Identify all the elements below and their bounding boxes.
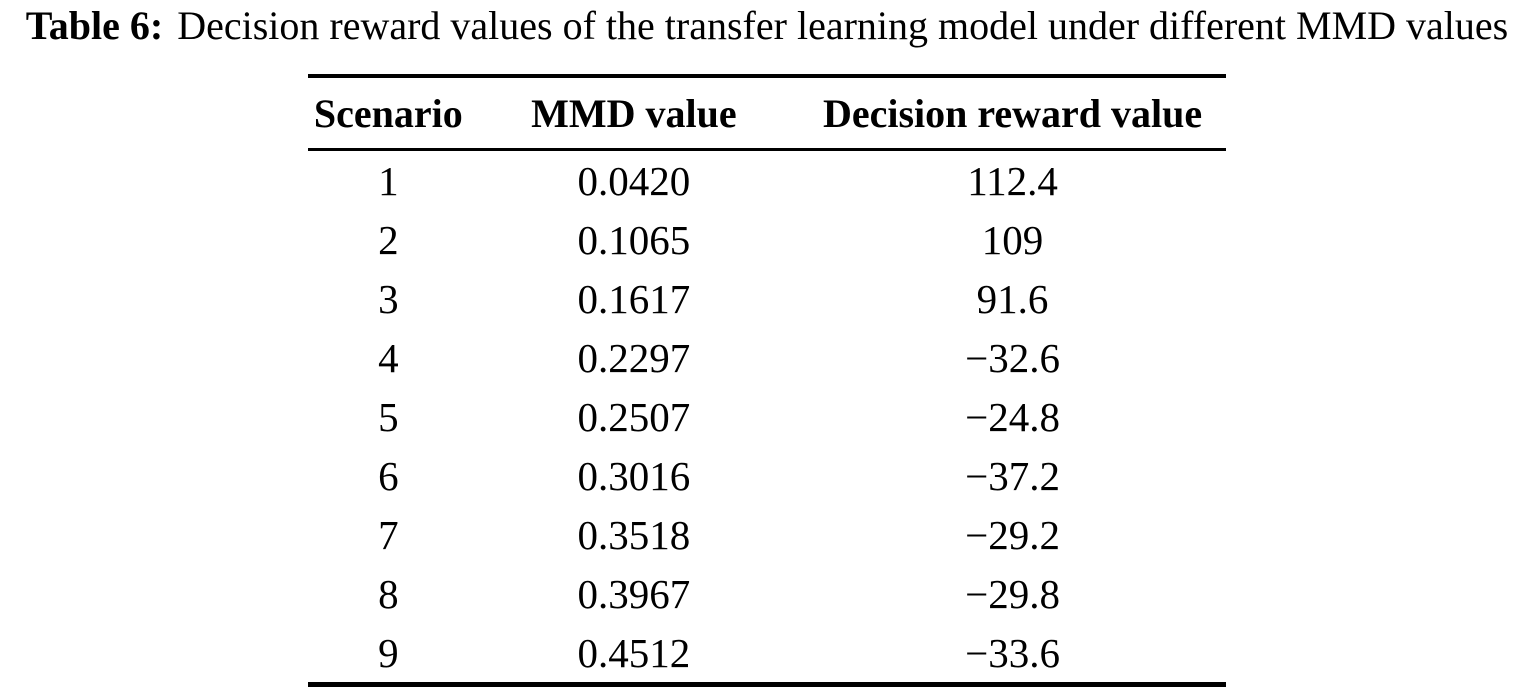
table-cell-mmd-value: 0.3518 — [577, 511, 691, 558]
table-cell-decision-reward-value: 91.6 — [976, 275, 1049, 322]
table-cell-decision-reward-value: −32.6 — [965, 334, 1060, 381]
table-cell-decision-reward-value: −29.2 — [965, 511, 1060, 558]
table-cell-mmd-value: 0.1617 — [577, 275, 691, 322]
table-cell-decision-reward-value: −37.2 — [965, 452, 1060, 499]
table-row: 7 0.3518 −29.2 — [308, 505, 1226, 564]
table-caption: Table 6: Decision reward values of the tr… — [0, 2, 1534, 50]
table-cell-mmd-value: 0.4512 — [577, 629, 691, 676]
table-cell-mmd-value: 0.2297 — [577, 334, 691, 381]
table-cell-mmd-value: 0.2507 — [577, 393, 691, 440]
table-head: Scenario MMD value Decision reward value — [308, 76, 1226, 151]
table-cell-scenario: 3 — [378, 275, 399, 322]
table-cell-scenario: 6 — [378, 452, 399, 499]
table-cell-mmd-value: 0.0420 — [577, 157, 691, 204]
table-cell-scenario: 2 — [378, 216, 399, 263]
table-caption-label: Table 6: — [25, 3, 164, 48]
col-header-mmd-value: MMD value — [468, 76, 800, 151]
table-cell-mmd-value: 0.3016 — [577, 452, 691, 499]
table-row: 4 0.2297 −32.6 — [308, 328, 1226, 387]
table-caption-text: Decision reward values of the transfer l… — [177, 3, 1509, 48]
table-row: 3 0.1617 91.6 — [308, 269, 1226, 328]
table-row: 2 0.1065 109 — [308, 210, 1226, 269]
table-cell-scenario: 9 — [378, 629, 399, 676]
table-cell-mmd-value: 0.3967 — [577, 570, 691, 617]
table-cell-scenario: 8 — [378, 570, 399, 617]
table-cell-scenario: 5 — [378, 393, 399, 440]
header-row: Scenario MMD value Decision reward value — [308, 76, 1226, 151]
table-row: 8 0.3967 −29.8 — [308, 564, 1226, 623]
table-cell-scenario: 4 — [378, 334, 399, 381]
table-row: 9 0.4512 −33.6 — [308, 623, 1226, 685]
table-row: 6 0.3016 −37.2 — [308, 446, 1226, 505]
table-row: 1 0.0420 112.4 — [308, 150, 1226, 211]
table-cell-mmd-value: 0.1065 — [577, 216, 691, 263]
table-cell-decision-reward-value: −24.8 — [965, 393, 1060, 440]
table-cell-decision-reward-value: 112.4 — [967, 157, 1058, 204]
table-body: 1 0.0420 112.4 2 0.1065 109 3 0.1617 91.6 4 0.2297… — [308, 150, 1226, 685]
col-header-scenario: Scenario — [308, 76, 469, 151]
mmd-reward-table: Scenario MMD value Decision reward value… — [308, 74, 1226, 687]
table-row: 5 0.2507 −24.8 — [308, 387, 1226, 446]
table-cell-decision-reward-value: 109 — [981, 216, 1044, 263]
col-header-decision-reward-value: Decision reward value — [799, 76, 1226, 151]
table-cell-decision-reward-value: −29.8 — [965, 570, 1060, 617]
table-cell-scenario: 1 — [378, 157, 399, 204]
table-cell-scenario: 7 — [378, 511, 399, 558]
table-cell-decision-reward-value: −33.6 — [965, 629, 1060, 676]
